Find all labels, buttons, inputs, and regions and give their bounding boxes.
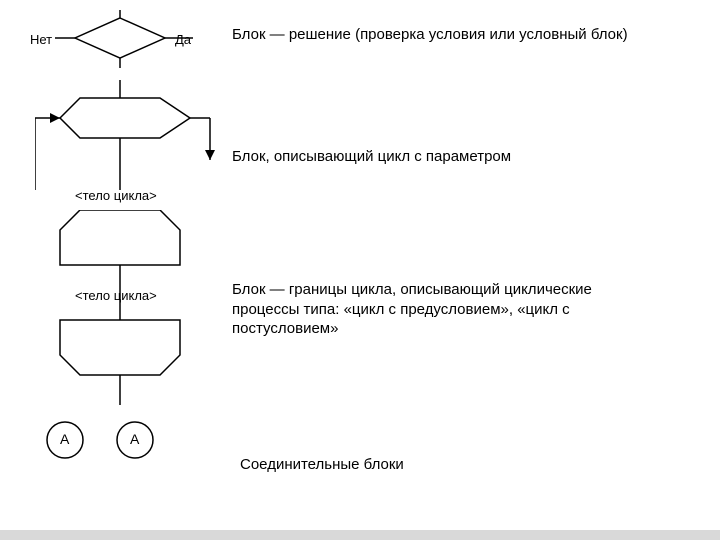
label-yes: Да [175,32,191,47]
label-no: Нет [30,32,52,47]
desc-connectors: Соединительные блоки [240,455,660,475]
desc-loop-bounds: Блок — границы цикла, описывающий циклич… [232,280,652,339]
decision-diagram: Нет Да [35,10,225,80]
desc-param-loop: Блок, описывающий цикл с параметром [232,147,652,167]
loop-body-label-1: <тело цикла> [75,188,157,203]
connector-label-a1: A [60,431,69,447]
loop-body-label-2: <тело цикла> [75,288,157,303]
loop-bounds-diagram: <тело цикла> [35,210,225,410]
page: Нет Да [0,0,720,540]
connector-label-a2: A [130,431,139,447]
desc-decision: Блок — решение (проверка условия или усл… [232,25,652,45]
param-loop-diagram: <тело цикла> [35,80,225,210]
decision-shape-svg [35,10,225,70]
loop-bounds-svg [35,210,225,410]
left-diagram-column: Нет Да [35,10,225,510]
connector-diagram: A A [35,410,225,470]
